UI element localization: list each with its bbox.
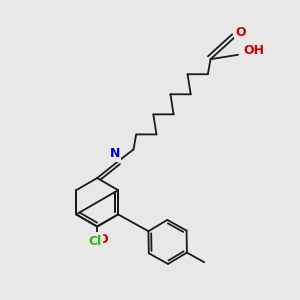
Text: O: O xyxy=(235,26,246,39)
Text: N: N xyxy=(110,147,120,161)
Text: O: O xyxy=(98,233,108,246)
Text: Cl: Cl xyxy=(88,236,102,248)
Text: OH: OH xyxy=(243,44,264,57)
